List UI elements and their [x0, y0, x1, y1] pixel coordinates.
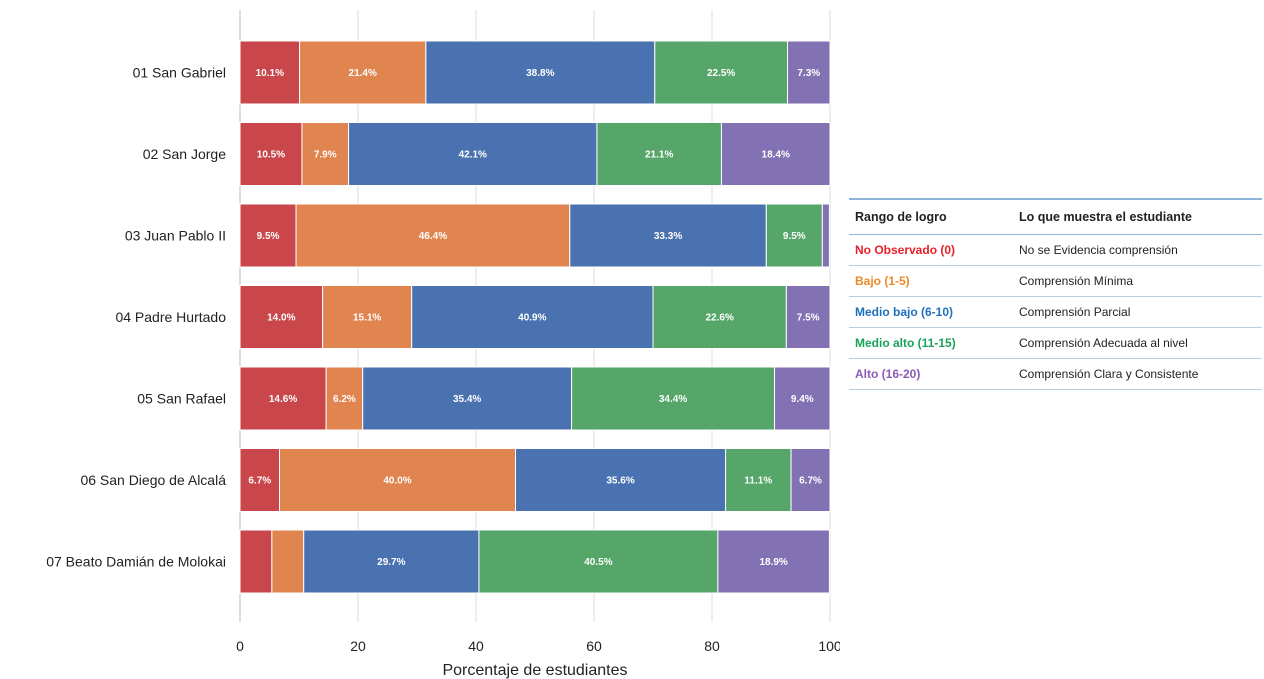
bar-segment	[348, 122, 598, 186]
bar-segment-label: 9.5%	[257, 231, 280, 242]
bar-segment	[654, 40, 789, 105]
legend-row: Bajo (1-5) Comprensión Mínima	[849, 265, 1262, 297]
bar-segment-label: 9.5%	[783, 231, 806, 242]
bar-segment	[785, 285, 831, 349]
category-label: 01 San Gabriel	[133, 65, 226, 81]
x-tick-label: 60	[586, 638, 602, 654]
bar-segment-label: 40.0%	[383, 476, 411, 487]
bar-segment-label: 15.1%	[353, 313, 381, 324]
legend-range: Medio alto (11-15)	[849, 327, 1013, 359]
bar-segment	[571, 366, 776, 431]
x-axis-title: Porcentaje de estudiantes	[442, 662, 627, 679]
bar-segment	[515, 448, 727, 512]
x-tick-label: 80	[704, 638, 720, 654]
bar-segment-label: 21.4%	[349, 68, 377, 79]
legend-description: Comprensión Parcial	[1013, 296, 1262, 328]
category-label: 02 San Jorge	[143, 146, 226, 162]
x-tick-label: 20	[350, 638, 366, 654]
bar-segment	[301, 122, 350, 186]
bar-segment-label: 18.9%	[759, 557, 787, 568]
legend-description: Comprensión Mínima	[1013, 265, 1262, 297]
bar-segment-label: 22.5%	[707, 68, 735, 79]
bar-segment	[717, 529, 830, 594]
legend-header-row: Rango de logro Lo que muestra el estudia…	[849, 199, 1262, 235]
bar-segment-label: 10.5%	[257, 150, 285, 161]
bar-segment	[787, 40, 831, 105]
legend-row: Medio alto (11-15) Comprensión Adecuada …	[849, 327, 1262, 359]
bar-segment	[239, 122, 303, 186]
bar-segment-label: 18.4%	[762, 150, 790, 161]
bar-segment	[239, 203, 297, 268]
bar-segment	[325, 366, 364, 431]
bar-segment	[239, 529, 273, 594]
bar-segment	[303, 529, 480, 594]
bar-segment	[478, 529, 719, 594]
bar-segment	[425, 40, 656, 105]
bar-segment-label: 10.1%	[256, 68, 284, 79]
legend-description: Comprensión Adecuada al nivel	[1013, 327, 1262, 359]
bar-segment-label: 7.9%	[314, 150, 337, 161]
bar-segment	[279, 448, 517, 512]
bar-segment-label: 40.9%	[518, 313, 546, 324]
bar-segment-label: 7.5%	[797, 313, 820, 324]
legend-range: Bajo (1-5)	[849, 265, 1013, 297]
legend-range: No Observado (0)	[849, 234, 1013, 266]
bar-segment	[790, 448, 831, 512]
bar-segment	[725, 448, 792, 512]
bar-segment-label: 11.1%	[744, 476, 772, 487]
category-label: 03 Juan Pablo II	[125, 228, 226, 244]
bar-segment	[652, 285, 787, 349]
bar-segment	[821, 203, 830, 268]
bar-segment-label: 40.5%	[584, 557, 612, 568]
legend-header-description: Lo que muestra el estudiante	[1013, 199, 1262, 235]
category-label: 05 San Rafael	[137, 391, 226, 407]
legend-row: Alto (16-20) Comprensión Clara y Consist…	[849, 358, 1262, 390]
bar-segment-label: 34.4%	[659, 394, 687, 405]
bar-segment	[596, 122, 722, 186]
bar-segment-label: 21.1%	[645, 150, 673, 161]
legend-row: No Observado (0) No se Evidencia compren…	[849, 234, 1262, 266]
bar-segment-label: 7.3%	[797, 68, 820, 79]
bar-segment-label: 46.4%	[419, 231, 447, 242]
bar-segment	[239, 40, 301, 105]
bar-segment-label: 22.6%	[705, 313, 733, 324]
legend-description: Comprensión Clara y Consistente	[1013, 358, 1262, 390]
bar-segment	[774, 366, 831, 431]
legend-table: Rango de logro Lo que muestra el estudia…	[849, 198, 1262, 390]
bar-segment-label: 29.7%	[377, 557, 405, 568]
bar-segment-label: 6.7%	[799, 476, 822, 487]
bar-segment-label: 6.2%	[333, 394, 356, 405]
bar-segment	[765, 203, 823, 268]
x-tick-label: 100	[818, 638, 840, 654]
legend-row: Medio bajo (6-10) Comprensión Parcial	[849, 296, 1262, 328]
bar-segment	[569, 203, 767, 268]
bar-segment-label: 6.7%	[248, 476, 271, 487]
x-tick-label: 40	[468, 638, 484, 654]
bar-segment-label: 33.3%	[654, 231, 682, 242]
bar-segment-label: 35.6%	[606, 476, 634, 487]
legend-range: Alto (16-20)	[849, 358, 1013, 390]
bar-segment-label: 9.4%	[791, 394, 814, 405]
legend-header-range: Rango de logro	[849, 199, 1013, 235]
bar-segment-label: 14.0%	[267, 313, 295, 324]
category-label: 04 Padre Hurtado	[115, 309, 226, 325]
stacked-bar-chart: 0 20 40 60 80 100 Porcentaje de estudiantes 01 …	[46, 10, 840, 679]
bar-segment	[720, 122, 831, 186]
bar-segment	[271, 529, 305, 594]
x-tick-label: 0	[236, 638, 244, 654]
bar-segment-label: 14.6%	[269, 394, 297, 405]
legend-range: Medio bajo (6-10)	[849, 296, 1013, 328]
category-label: 06 San Diego de Alcalá	[80, 472, 226, 488]
bar-segment-label: 38.8%	[526, 68, 554, 79]
bar-segment	[295, 203, 571, 268]
bar-segment	[411, 285, 654, 349]
legend-description: No se Evidencia comprensión	[1013, 234, 1262, 266]
bar-segment-label: 35.4%	[453, 394, 481, 405]
category-label: 07 Beato Damián de Molokai	[46, 554, 226, 570]
bar-segment-label: 42.1%	[459, 150, 487, 161]
